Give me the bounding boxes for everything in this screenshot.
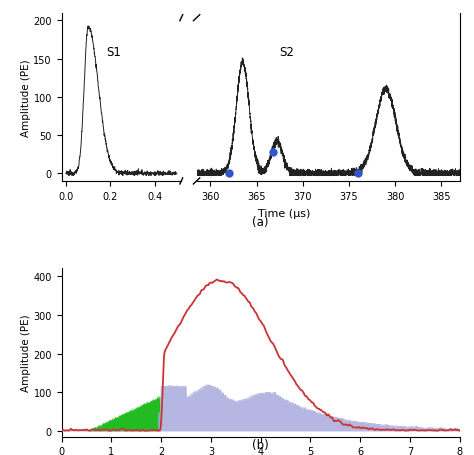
Text: (a): (a) bbox=[253, 215, 269, 228]
Text: (b): (b) bbox=[252, 438, 269, 451]
Text: S1: S1 bbox=[106, 46, 121, 59]
Y-axis label: Amplitude (PE): Amplitude (PE) bbox=[21, 59, 31, 136]
Text: S2: S2 bbox=[280, 46, 294, 59]
Y-axis label: Amplitude (PE): Amplitude (PE) bbox=[21, 314, 31, 392]
Text: Time (μs): Time (μs) bbox=[258, 208, 310, 218]
